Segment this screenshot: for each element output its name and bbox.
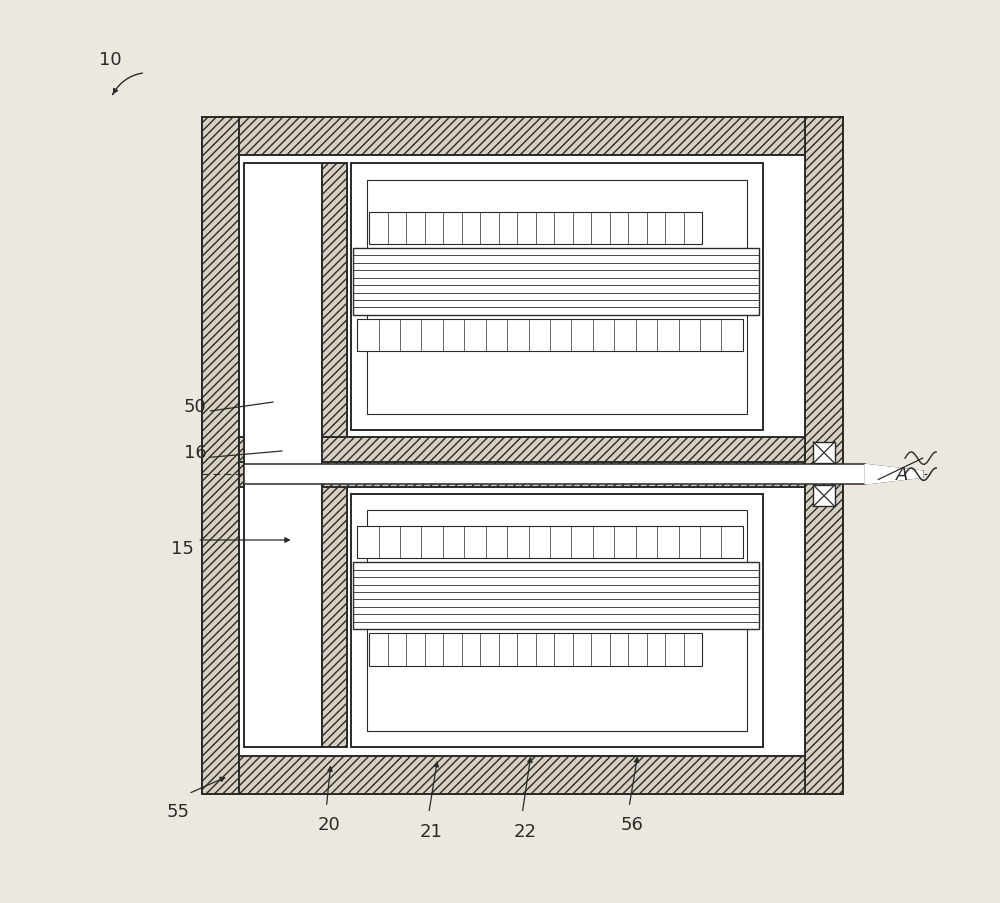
Bar <box>202 118 843 155</box>
Bar <box>369 212 702 245</box>
Bar <box>805 118 843 794</box>
Bar <box>813 442 835 464</box>
Bar <box>239 155 805 757</box>
Bar <box>202 118 843 794</box>
Bar <box>357 526 743 558</box>
Bar <box>353 563 759 629</box>
Bar <box>369 634 702 666</box>
Text: 16: 16 <box>184 443 207 461</box>
Bar <box>239 437 805 462</box>
Bar <box>351 494 763 748</box>
Bar <box>244 465 865 484</box>
Bar <box>813 486 835 507</box>
Text: 15: 15 <box>171 540 194 558</box>
Text: 56: 56 <box>620 815 643 833</box>
Text: 21: 21 <box>420 822 443 840</box>
Bar <box>357 320 743 352</box>
Bar <box>367 510 747 731</box>
Bar <box>244 164 322 748</box>
Text: 20: 20 <box>318 815 340 833</box>
Bar <box>239 462 805 487</box>
Text: 10: 10 <box>99 51 122 69</box>
Text: A: A <box>896 466 908 484</box>
Bar <box>322 164 347 437</box>
Bar <box>202 118 239 794</box>
Bar <box>202 757 843 794</box>
Text: 50: 50 <box>184 397 207 415</box>
Polygon shape <box>865 465 923 484</box>
Bar <box>351 164 763 430</box>
Text: 55: 55 <box>166 802 189 820</box>
Bar <box>322 487 347 748</box>
Bar <box>367 181 747 414</box>
Bar <box>353 249 759 315</box>
Text: 22: 22 <box>513 822 536 840</box>
